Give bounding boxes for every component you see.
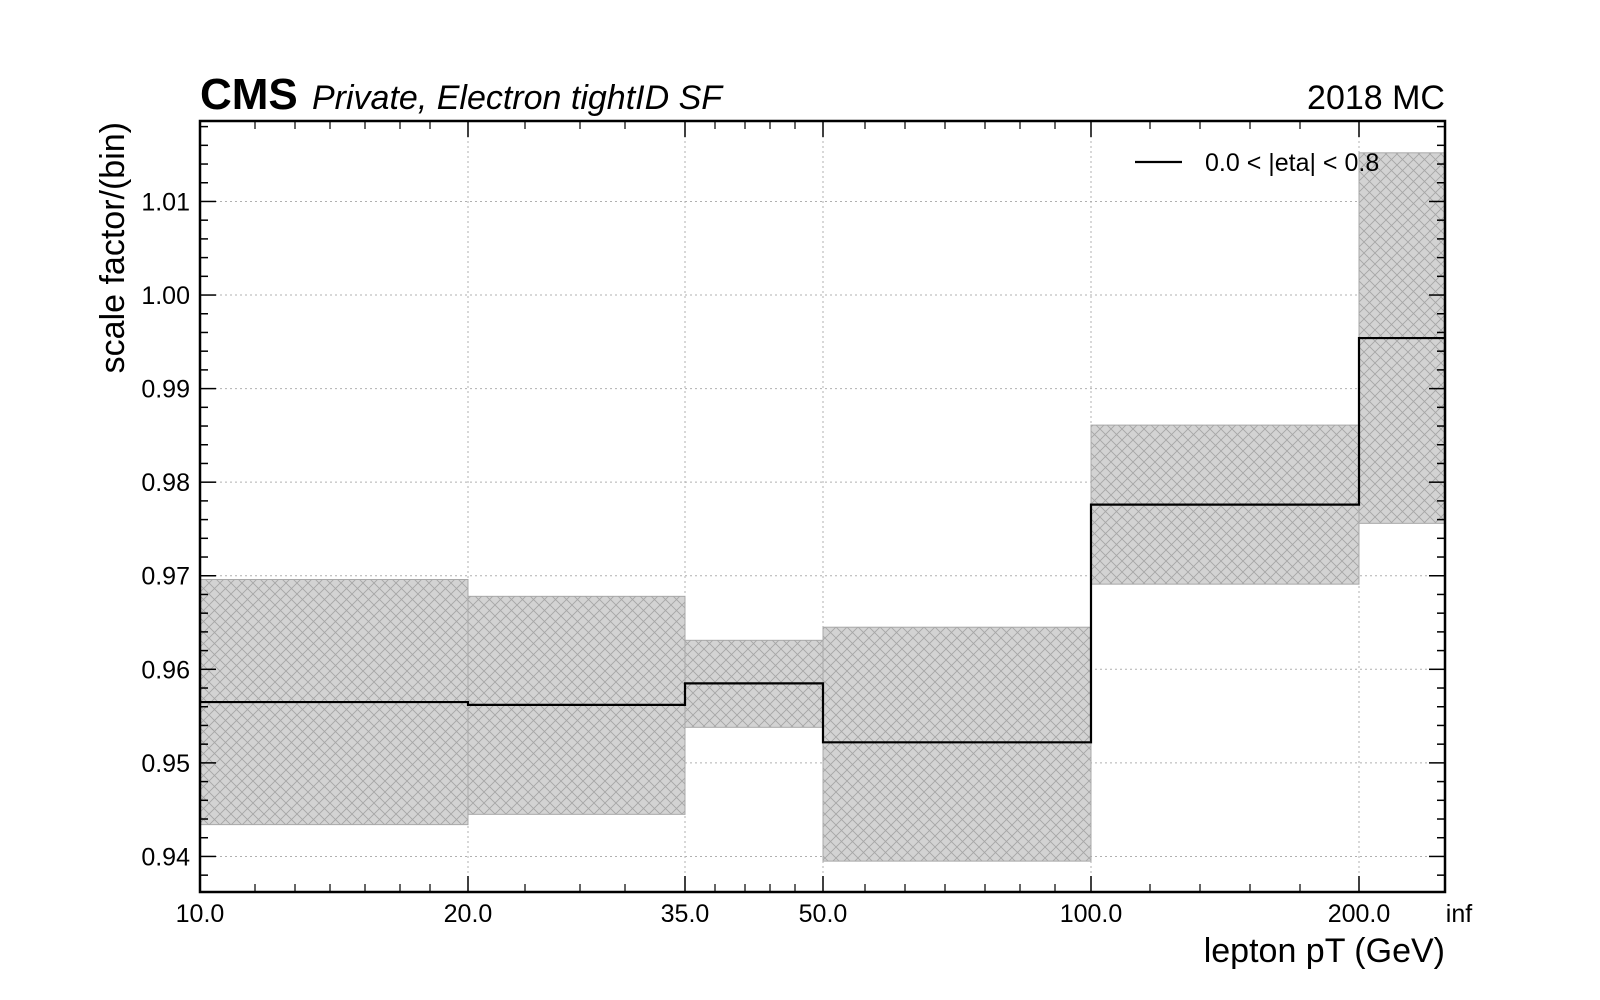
series-step-line <box>200 336 1445 744</box>
y-tick-label-4: 0.98 <box>141 469 190 497</box>
x-tick-labels: 10.0 20.0 35.0 50.0 100.0 200.0 inf <box>176 900 1473 928</box>
y-tick-label-5: 0.99 <box>141 376 190 404</box>
step-line <box>200 336 1445 744</box>
experiment-label: CMS <box>200 70 298 119</box>
uncertainty-bands <box>199 152 1446 862</box>
x-tick-label-4: 100.0 <box>1060 900 1123 928</box>
x-axis-title: lepton pT (GeV) <box>1204 932 1445 970</box>
uncertainty-band-3 <box>822 626 1092 862</box>
x-tick-label-2: 35.0 <box>661 900 710 928</box>
y-tick-label-6: 1.00 <box>141 282 190 310</box>
y-tick-labels: 0.94 0.95 0.96 0.97 0.98 0.99 1.00 1.01 <box>141 188 190 871</box>
x-tick-label-3: 50.0 <box>799 900 848 928</box>
dataset-label: 2018 MC <box>1307 79 1445 117</box>
x-tick-label-6: inf <box>1446 900 1472 928</box>
y-tick-label-2: 0.96 <box>141 656 190 684</box>
y-tick-label-7: 1.01 <box>141 188 190 216</box>
y-tick-label-3: 0.97 <box>141 563 190 591</box>
chart-subtitle: Private, Electron tightID SF <box>312 79 724 117</box>
legend: 0.0 < |eta| < 0.8 <box>1135 149 1379 177</box>
x-tick-label-5: 200.0 <box>1328 900 1391 928</box>
x-tick-label-1: 20.0 <box>444 900 493 928</box>
axis-ticks <box>200 121 1445 892</box>
legend-entry: 0.0 < |eta| < 0.8 <box>1205 149 1379 177</box>
y-tick-label-0: 0.94 <box>141 843 190 871</box>
y-axis-title: scale factor/(bin) <box>94 122 132 373</box>
x-tick-label-0: 10.0 <box>176 900 225 928</box>
y-tick-label-1: 0.95 <box>141 750 190 778</box>
